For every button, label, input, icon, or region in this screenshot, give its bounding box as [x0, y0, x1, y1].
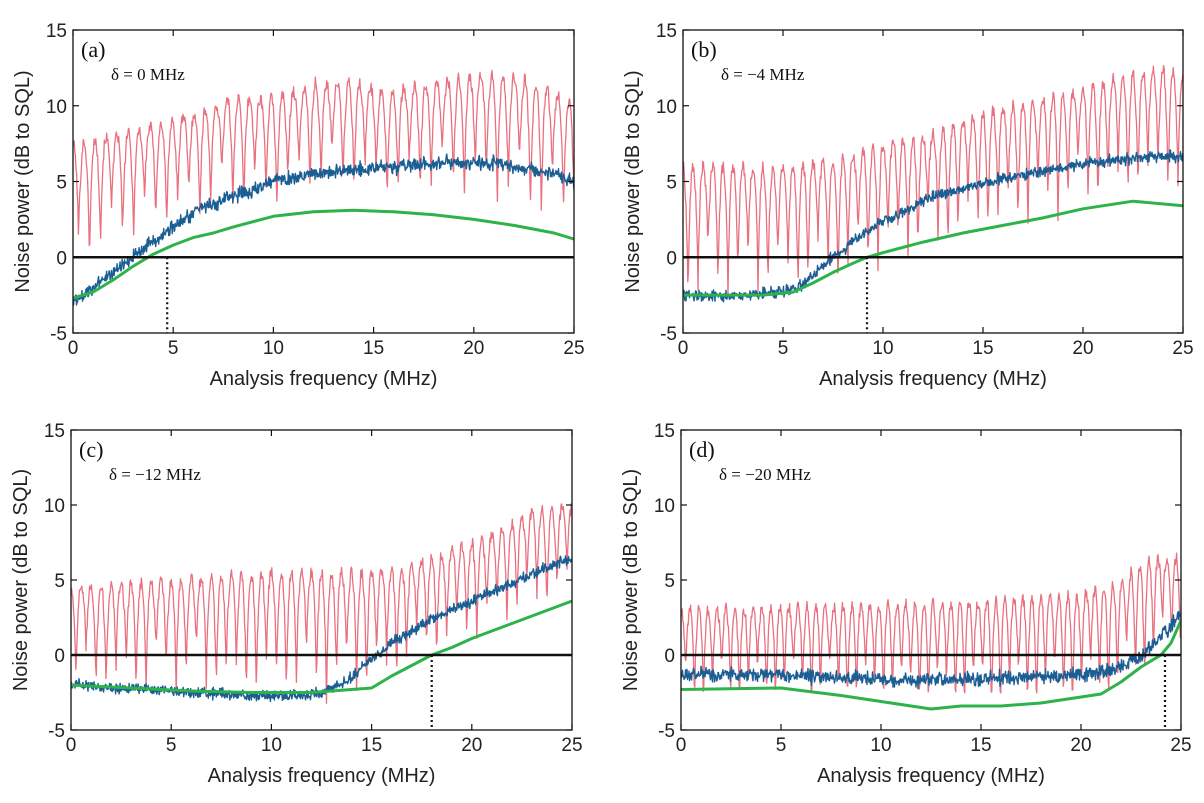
x-tick-label: 0 — [68, 338, 79, 359]
series-pink — [71, 503, 572, 705]
y-axis-title: Noise power (dB to SQL) — [10, 469, 32, 691]
x-tick-label: 25 — [563, 338, 584, 359]
x-axis-title: Analysis frequency (MHz) — [819, 368, 1047, 390]
detuning-annotation: δ = −12 MHz — [109, 465, 201, 484]
y-axis-title: Noise power (dB to SQL) — [622, 70, 644, 292]
x-tick-label: 15 — [972, 338, 993, 359]
x-tick-label: 0 — [66, 735, 77, 756]
y-axis-title: Noise power (dB to SQL) — [620, 469, 642, 691]
x-tick-label: 25 — [1172, 338, 1193, 359]
y-tick-label: -5 — [658, 721, 675, 742]
y-tick-label: 10 — [656, 97, 677, 118]
y-tick-label: 10 — [654, 496, 675, 517]
x-tick-label: 20 — [1072, 338, 1093, 359]
x-tick-label: 5 — [168, 338, 179, 359]
series-blue — [73, 153, 574, 306]
series-green — [73, 208, 574, 300]
y-tick-label: 0 — [666, 248, 677, 269]
series-pink — [73, 69, 574, 247]
y-axis-title: Noise power (dB to SQL) — [12, 70, 34, 292]
plot-area — [681, 552, 1181, 711]
y-tick-label: 5 — [666, 173, 677, 194]
x-tick-label: 5 — [778, 338, 789, 359]
x-tick-label: 20 — [1070, 735, 1091, 756]
y-tick-label: 10 — [46, 97, 67, 118]
x-tick-label: 25 — [1170, 735, 1191, 756]
y-tick-label: 15 — [654, 421, 675, 442]
plot-area — [71, 503, 572, 705]
series-blue — [681, 610, 1181, 690]
x-tick-label: 10 — [872, 338, 893, 359]
series-pink — [683, 65, 1183, 297]
y-tick-label: 5 — [56, 173, 67, 194]
x-tick-label: 0 — [678, 338, 689, 359]
y-tick-label: 15 — [44, 421, 65, 442]
series-pink — [681, 552, 1181, 694]
x-tick-label: 15 — [361, 735, 382, 756]
y-tick-label: -5 — [660, 324, 677, 345]
y-tick-label: 0 — [664, 646, 675, 667]
x-axis-title: Analysis frequency (MHz) — [210, 368, 438, 390]
panel-label: (c) — [79, 437, 103, 462]
x-tick-label: 20 — [461, 735, 482, 756]
y-tick-label: -5 — [50, 324, 67, 345]
x-axis-title: Analysis frequency (MHz) — [817, 765, 1045, 787]
panel-label: (a) — [81, 37, 105, 62]
y-tick-label: 0 — [56, 248, 67, 269]
series-green — [683, 199, 1183, 297]
x-tick-label: 25 — [561, 735, 582, 756]
x-tick-label: 15 — [970, 735, 991, 756]
x-tick-label: 0 — [676, 735, 687, 756]
series-green — [71, 599, 572, 694]
x-axis-title: Analysis frequency (MHz) — [208, 765, 436, 787]
x-tick-label: 20 — [463, 338, 484, 359]
x-tick-label: 10 — [261, 735, 282, 756]
panel-label: (b) — [691, 37, 717, 62]
detuning-annotation: δ = 0 MHz — [111, 65, 185, 84]
x-tick-label: 5 — [166, 735, 177, 756]
x-tick-label: 10 — [263, 338, 284, 359]
panel-label: (d) — [689, 437, 715, 462]
plot-area — [73, 69, 574, 306]
y-tick-label: 5 — [54, 571, 65, 592]
y-tick-label: 0 — [54, 646, 65, 667]
x-tick-label: 15 — [363, 338, 384, 359]
plot-area — [683, 65, 1183, 303]
y-tick-label: 15 — [46, 21, 67, 42]
y-tick-label: -5 — [48, 721, 65, 742]
y-tick-label: 15 — [656, 21, 677, 42]
series-green — [681, 619, 1181, 711]
x-tick-label: 5 — [776, 735, 787, 756]
detuning-annotation: δ = −4 MHz — [721, 65, 805, 84]
y-tick-label: 5 — [664, 571, 675, 592]
x-tick-label: 10 — [870, 735, 891, 756]
detuning-annotation: δ = −20 MHz — [719, 465, 811, 484]
y-tick-label: 10 — [44, 496, 65, 517]
